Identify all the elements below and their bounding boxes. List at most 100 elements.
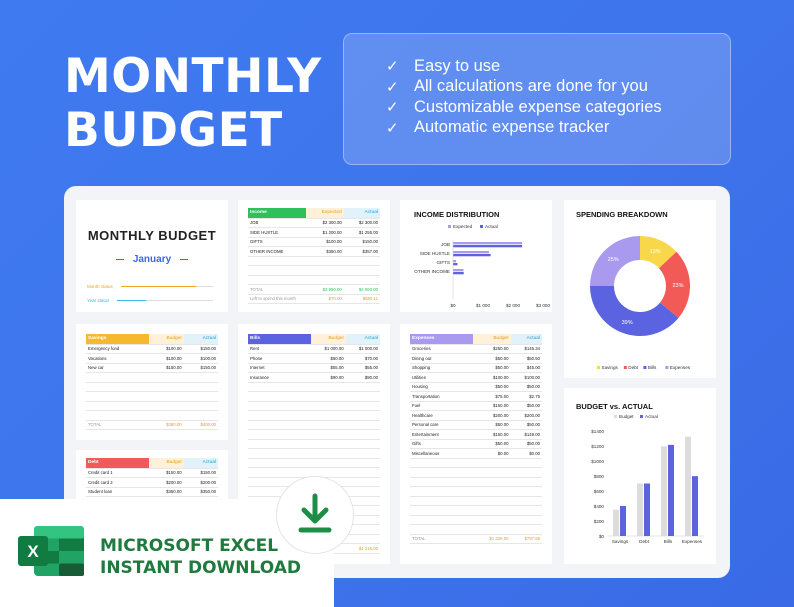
- bar-actual: [453, 245, 522, 248]
- category-label: OTHER INCOME: [414, 269, 450, 274]
- legend-label: Budget: [619, 414, 634, 419]
- slice-label: 23%: [672, 283, 683, 289]
- tick-label: $200: [594, 519, 605, 524]
- legend-swatch: [665, 366, 669, 369]
- tick-label: $1 000: [476, 303, 490, 308]
- expenses-total-row: TOTAL $1 325.00 $797.59: [410, 534, 542, 544]
- budget-vs-actual-chart: Budget Actual $0 $200 $400 $600 $800 $1000 $1200…: [591, 414, 704, 544]
- feature-label: Customizable expense categories: [414, 97, 662, 116]
- check-icon: ✓: [386, 99, 399, 117]
- budget-vs-actual-title: BUDGET vs. ACTUAL: [576, 402, 653, 411]
- table-row: Rent $1 000.00 $1 000.00: [248, 344, 380, 354]
- download-icon: [298, 493, 332, 533]
- table-row: Student loan $350.00 $350.00: [86, 487, 218, 497]
- feature-label: Easy to use: [414, 56, 501, 75]
- legend-swatch: [623, 366, 627, 369]
- summary-card: MONTHLY BUDGET January Month status Year…: [76, 200, 228, 312]
- legend-label: Bills: [648, 365, 657, 370]
- check-icon: ✓: [386, 58, 399, 76]
- savings-header: Savings: [86, 334, 150, 345]
- category-label: Expenses: [682, 539, 703, 544]
- slice-label: 25%: [608, 257, 619, 263]
- expenses-col-actual: Actual: [510, 334, 542, 345]
- feature-item: ✓ Automatic expense tracker: [386, 118, 730, 139]
- income-col-actual: Actual: [343, 208, 380, 219]
- tick-label: $0: [599, 534, 605, 539]
- legend-label: Expenses: [670, 365, 691, 370]
- bar-expected: [453, 260, 456, 263]
- savings-col-actual: Actual: [183, 334, 218, 345]
- legend-label: Expected: [453, 224, 473, 229]
- table-row: Credit card 2 $200.00 $200.00: [86, 477, 218, 488]
- table-row: Personal care $50.00 $50.00: [410, 420, 542, 430]
- year-status: Year status: [87, 298, 213, 303]
- hero-title-line2: BUDGET: [64, 103, 283, 158]
- legend-swatch: [448, 225, 451, 228]
- bills-header: Bills: [248, 334, 312, 345]
- table-row: New car $150.00 $150.00: [86, 363, 218, 373]
- slice-debt: [658, 251, 690, 318]
- category-label: SIDE HUSTLE: [420, 251, 450, 256]
- category-label: Debt: [639, 539, 649, 544]
- category-label: GIFTS: [436, 260, 450, 265]
- tick-label: $1400: [591, 429, 604, 434]
- legend-swatch: [640, 415, 643, 418]
- feature-label: All calculations are done for you: [414, 77, 648, 96]
- legend-label: Actual: [645, 414, 658, 419]
- bar-budget: [685, 436, 691, 536]
- category-label: Savings: [612, 539, 629, 544]
- income-total-row: TOTAL $3 950.00 $4 060.00: [248, 284, 380, 295]
- month-status-label: Month status: [87, 284, 113, 289]
- hero-title-line1: MONTHLY: [64, 49, 322, 104]
- income-distribution-card: INCOME DISTRIBUTION Expected Actual JOB SID…: [400, 200, 552, 312]
- tick-label: $2 000: [506, 303, 520, 308]
- slice-expenses: [590, 236, 640, 286]
- tick-label: $400: [594, 504, 605, 509]
- table-row: Internet $55.00 $55.00: [248, 363, 380, 373]
- bar-expected: [453, 242, 522, 245]
- bar-actual: [453, 254, 491, 257]
- download-button[interactable]: [276, 476, 354, 554]
- bills-col-actual: Actual: [345, 334, 380, 345]
- table-row: Shopping $50.00 $45.00: [410, 363, 542, 373]
- bar-budget: [661, 446, 667, 536]
- legend-swatch: [643, 366, 647, 369]
- income-col-expected: Expected: [306, 208, 344, 219]
- hero-title: MONTHLY BUDGET: [64, 50, 322, 158]
- excel-logo-letter: X: [27, 542, 39, 561]
- excel-banner-line1: MICROSOFT EXCEL: [100, 536, 279, 556]
- savings-total-row: TOTAL $350.00 $400.00: [86, 420, 218, 430]
- table-row: SIDE HUSTLE $1 200.00 $1 255.00: [248, 227, 380, 238]
- income-card: Income Expected Actual JOB $2 300.00 $2 30…: [238, 200, 390, 312]
- legend-label: Debt: [628, 365, 638, 370]
- tick-label: $1000: [591, 459, 604, 464]
- table-row: OTHER INCOME $350.00 $357.00: [248, 246, 380, 257]
- feature-item: ✓ Customizable expense categories: [386, 97, 730, 118]
- table-row: Vacations $100.00 $100.00: [86, 353, 218, 364]
- legend-swatch: [597, 366, 600, 369]
- table-row: Phone $50.00 $70.00: [248, 353, 380, 364]
- slice-label: 39%: [622, 320, 633, 326]
- table-row: Insurance $90.00 $90.00: [248, 372, 380, 383]
- bar-actual: [668, 444, 674, 536]
- feature-item: ✓ Easy to use: [386, 56, 730, 77]
- savings-card: Savings Budget Actual Emergency fund $100…: [76, 324, 228, 440]
- excel-logo-icon: X: [18, 526, 84, 576]
- table-row: Emergency fund $100.00 $150.00: [86, 344, 218, 354]
- slice-savings: [640, 236, 677, 269]
- excel-banner-text: MICROSOFT EXCEL INSTANT DOWNLOAD: [100, 535, 301, 579]
- check-icon: ✓: [386, 78, 399, 96]
- year-status-bar: [117, 299, 213, 302]
- feature-item: ✓ All calculations are done for you: [386, 77, 730, 98]
- bar-actual: [453, 263, 458, 266]
- slice-label: 13%: [650, 249, 661, 255]
- expenses-col-budget: Budget: [473, 334, 511, 345]
- bar-expected: [453, 269, 464, 272]
- debt-header: Debt: [86, 458, 150, 469]
- table-row: Credit card 1 $150.00 $150.00: [86, 468, 218, 478]
- feature-label: Automatic expense tracker: [414, 118, 610, 137]
- bar-actual: [453, 272, 464, 275]
- tick-label: $1200: [591, 444, 604, 449]
- savings-col-budget: Budget: [149, 334, 184, 345]
- table-row: Groceries $250.00 $145.34: [410, 344, 542, 354]
